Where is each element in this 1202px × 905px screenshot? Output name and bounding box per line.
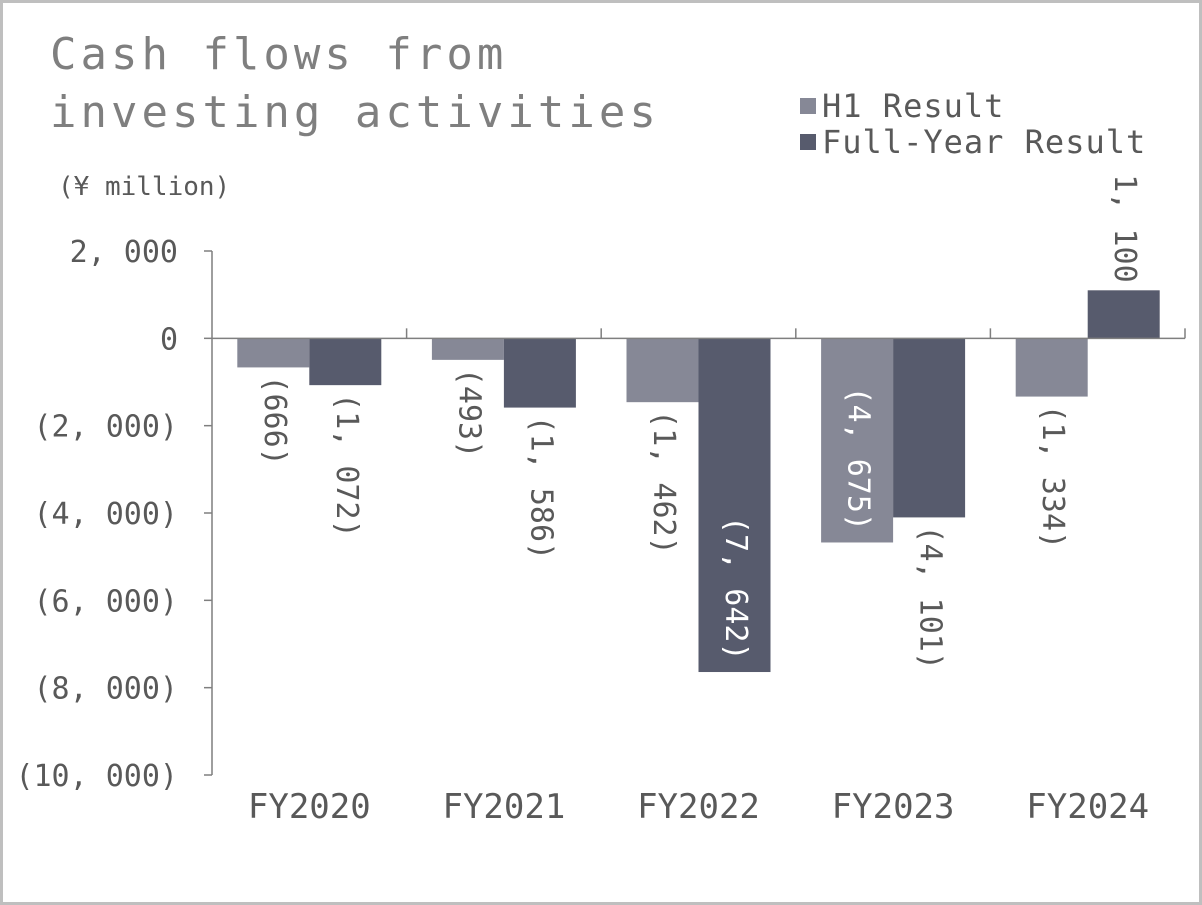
x-tick-label: FY2020	[248, 787, 371, 827]
bar-h1	[237, 338, 310, 368]
bar-h1	[1015, 338, 1088, 397]
y-tick-label: 0	[160, 322, 178, 357]
x-tick-label: FY2023	[832, 787, 955, 827]
data-label-h1: (666)	[257, 375, 292, 465]
legend: H1 Result Full-Year Result	[800, 87, 1147, 161]
x-tick-label: FY2022	[637, 787, 760, 827]
y-tick-label: (8, 000)	[34, 672, 179, 707]
bar-h1	[821, 338, 894, 543]
y-tick-label: 2, 000	[70, 235, 178, 270]
x-tick-label: FY2021	[442, 787, 565, 827]
y-tick-label: (6, 000)	[34, 584, 179, 619]
legend-label-full-year: Full-Year Result	[822, 123, 1147, 161]
bar-full-year	[893, 338, 966, 518]
y-tick-label: (4, 000)	[34, 497, 179, 532]
data-label-h1: (493)	[451, 368, 486, 458]
data-label-full-year: (1, 586)	[523, 416, 558, 560]
data-label-h1: (4, 675)	[841, 386, 876, 530]
bar-h1	[431, 338, 504, 360]
y-tick-label: (10, 000)	[15, 759, 178, 794]
chart-title: Cash flows from investing activities	[50, 29, 660, 138]
x-tick-label: FY2024	[1026, 787, 1149, 827]
data-label-full-year: (1, 072)	[329, 393, 364, 538]
data-label-h1: (1, 462)	[646, 410, 681, 555]
bar-full-year	[503, 338, 576, 408]
legend-item-full-year: Full-Year Result	[800, 123, 1147, 161]
y-tick-label: (2, 000)	[34, 410, 179, 445]
bar-full-year	[309, 338, 382, 386]
bar-full-year	[1087, 290, 1160, 339]
legend-item-h1: H1 Result	[800, 87, 1146, 125]
bar-h1	[626, 338, 699, 403]
legend-swatch-full-year	[800, 134, 816, 150]
data-label-full-year: (7, 642)	[718, 516, 753, 661]
legend-label-h1: H1 Result	[822, 87, 1005, 125]
data-label-full-year: (4, 101)	[913, 525, 948, 670]
data-label-h1: (1, 334)	[1035, 405, 1070, 550]
y-axis-unit-label: (¥ million)	[58, 172, 231, 202]
data-label-full-year: 1, 100	[1107, 174, 1142, 282]
bar-full-year	[698, 338, 771, 673]
legend-swatch-h1	[800, 98, 816, 114]
